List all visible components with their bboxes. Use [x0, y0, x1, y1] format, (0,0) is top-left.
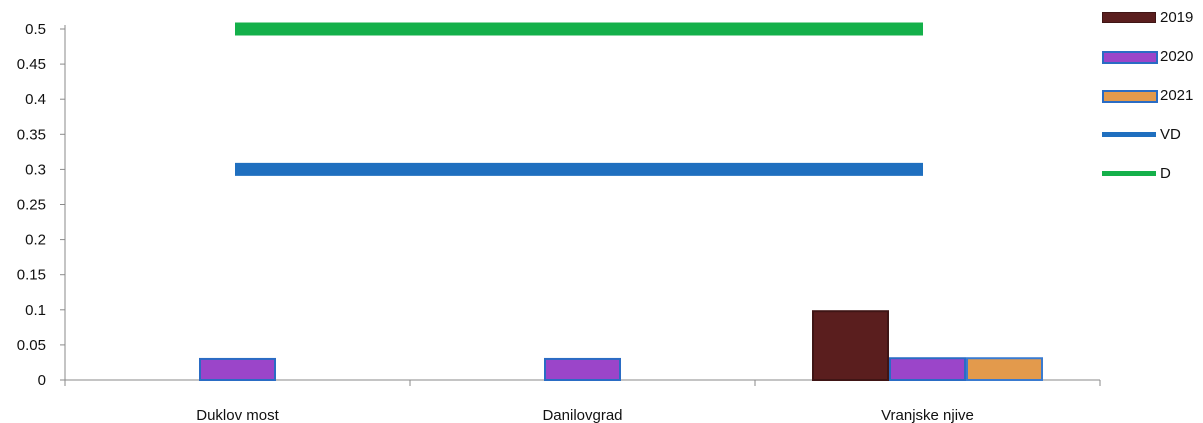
legend-swatch — [1102, 90, 1158, 103]
legend-label: D — [1160, 165, 1171, 182]
legend-item: 2019 — [1098, 8, 1202, 28]
y-tick-label: 0.05 — [17, 337, 46, 354]
x-tick-label: Duklov most — [196, 407, 279, 423]
legend-label: VD — [1160, 126, 1181, 143]
y-tick-label: 0.15 — [17, 267, 46, 284]
y-tick-label: 0.35 — [17, 126, 46, 143]
legend-item: 2020 — [1098, 47, 1202, 67]
bar — [889, 357, 966, 382]
legend-label: 2020 — [1160, 48, 1194, 65]
bar — [812, 310, 889, 382]
legend-swatch — [1102, 171, 1156, 176]
y-tick-label: 0.5 — [25, 21, 46, 38]
legend-swatch — [1102, 51, 1158, 64]
legend-swatch — [1102, 12, 1156, 23]
legend-item: VD — [1098, 125, 1202, 145]
legend-label: 2021 — [1160, 87, 1194, 104]
bar — [199, 357, 276, 382]
x-tick-label: Danilovgrad — [542, 407, 622, 423]
x-tick-label: Vranjske njive — [881, 407, 974, 423]
y-tick-label: 0.1 — [25, 302, 46, 319]
legend-item: 2021 — [1098, 86, 1202, 106]
y-tick-label: 0.25 — [17, 197, 46, 214]
y-tick-label: 0.4 — [25, 91, 46, 108]
legend-swatch — [1102, 132, 1156, 137]
bar — [966, 357, 1043, 382]
legend-label: 2019 — [1160, 9, 1194, 26]
y-tick-label: 0 — [38, 372, 46, 389]
y-tick-label: 0.3 — [25, 161, 46, 178]
legend-item: D — [1098, 164, 1202, 184]
bar — [544, 357, 621, 382]
y-tick-label: 0.45 — [17, 56, 46, 73]
y-tick-label: 0.2 — [25, 232, 46, 249]
